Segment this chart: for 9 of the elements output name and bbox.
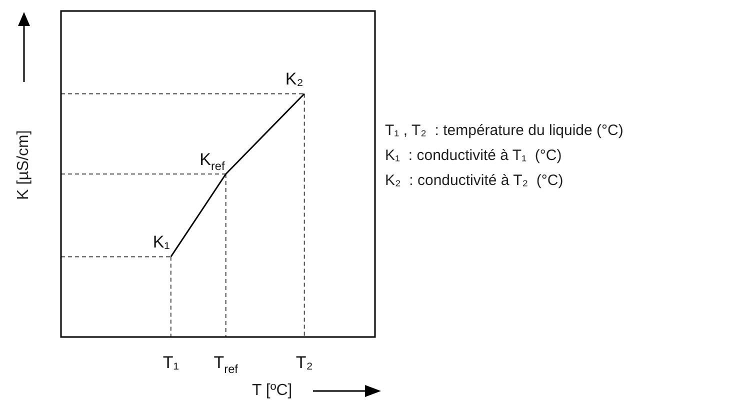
text: K₁ : conductivité à T₁ (°C) (385, 146, 563, 166)
text: K₂ : conductivité à T₂ (°C) (385, 171, 564, 191)
x-axis-title: T [ºC] (252, 382, 292, 400)
annotation: K₁ (152, 232, 170, 252)
x-tick-label: T₁ (162, 353, 180, 372)
y-axis-title: K [µS/cm] (15, 129, 33, 202)
annotation: K₂ (285, 70, 304, 89)
text: T₁ , T₂ : température du liquide (°C) (385, 121, 624, 141)
x-tick-label: T₂ (296, 353, 313, 372)
